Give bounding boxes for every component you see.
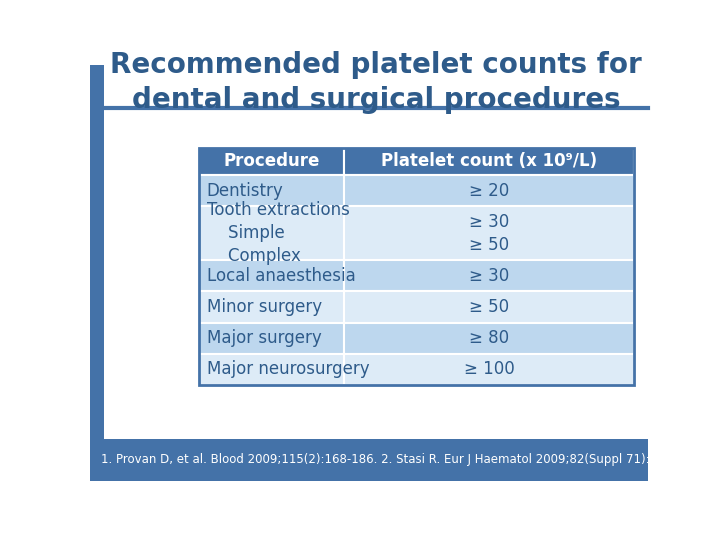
Text: Tooth extractions
    Simple
    Complex: Tooth extractions Simple Complex — [207, 201, 349, 265]
Text: Minor surgery: Minor surgery — [207, 298, 322, 316]
Text: Major neurosurgery: Major neurosurgery — [207, 360, 369, 379]
Text: Platelet count (x 10⁹/L): Platelet count (x 10⁹/L) — [381, 152, 597, 171]
Text: Dentistry: Dentistry — [207, 181, 284, 200]
FancyBboxPatch shape — [199, 175, 344, 206]
Text: Local anaesthesia: Local anaesthesia — [207, 267, 356, 285]
Text: ≥ 30: ≥ 30 — [469, 267, 509, 285]
FancyBboxPatch shape — [344, 292, 634, 322]
FancyBboxPatch shape — [90, 439, 648, 481]
FancyBboxPatch shape — [344, 322, 634, 354]
Text: ≥ 80: ≥ 80 — [469, 329, 509, 347]
FancyBboxPatch shape — [344, 206, 634, 260]
FancyBboxPatch shape — [199, 292, 344, 322]
FancyBboxPatch shape — [199, 354, 344, 385]
FancyBboxPatch shape — [344, 175, 634, 206]
FancyBboxPatch shape — [90, 65, 104, 439]
FancyBboxPatch shape — [199, 260, 344, 292]
Text: 1. Provan D, et al. Blood 2009;115(2):168-186. 2. Stasi R. Eur J Haematol 2009;8: 1. Provan D, et al. Blood 2009;115(2):16… — [101, 453, 688, 467]
FancyBboxPatch shape — [344, 148, 634, 175]
Text: ≥ 50: ≥ 50 — [469, 298, 509, 316]
Text: ≥ 30
≥ 50: ≥ 30 ≥ 50 — [469, 213, 509, 254]
FancyBboxPatch shape — [199, 206, 344, 260]
Text: ≥ 20: ≥ 20 — [469, 181, 509, 200]
Text: Recommended platelet counts for
dental and surgical procedures: Recommended platelet counts for dental a… — [110, 51, 642, 114]
Text: ≥ 100: ≥ 100 — [464, 360, 514, 379]
Text: Major surgery: Major surgery — [207, 329, 321, 347]
FancyBboxPatch shape — [344, 260, 634, 292]
FancyBboxPatch shape — [344, 354, 634, 385]
Text: Procedure: Procedure — [223, 152, 320, 171]
FancyBboxPatch shape — [199, 322, 344, 354]
FancyBboxPatch shape — [199, 148, 344, 175]
